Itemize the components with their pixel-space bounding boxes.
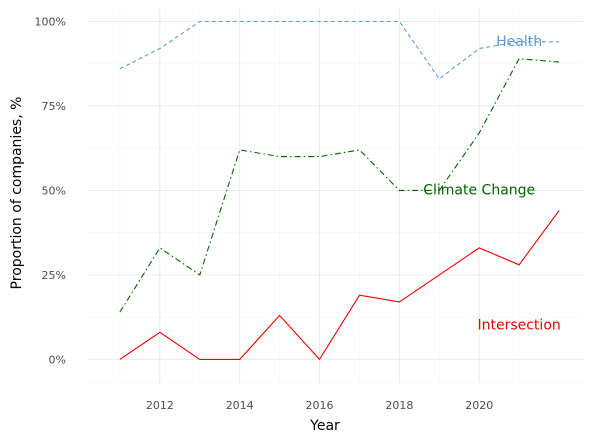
series-labels: Health Climate Change Intersection [423,34,561,334]
y-tick-label: 100% [35,16,66,29]
y-tick-label: 25% [42,269,66,282]
y-axis-ticks: 0% 25% 50% 75% 100% [35,16,66,367]
x-tick-label: 2016 [306,399,334,412]
series-label-intersection: Intersection [477,318,560,334]
x-tick-label: 2012 [146,399,174,412]
y-tick-label: 0% [49,353,66,366]
series-label-climate-change: Climate Change [423,182,535,198]
series-label-health: Health [496,34,542,50]
x-tick-label: 2014 [226,399,254,412]
y-axis-title: Proportion of companies, % [9,97,25,290]
series-line-climate-change [119,58,560,313]
x-tick-label: 2018 [385,399,413,412]
x-axis-title: Year [309,418,340,434]
series-line-intersection [119,210,560,361]
x-axis-ticks: 2012 2014 2016 2018 2020 [146,399,493,412]
x-tick-label: 2020 [465,399,493,412]
series-line-health [119,20,559,80]
y-tick-label: 50% [42,184,66,197]
y-tick-label: 75% [42,100,66,113]
series-lines [119,20,560,361]
grid [88,8,583,384]
